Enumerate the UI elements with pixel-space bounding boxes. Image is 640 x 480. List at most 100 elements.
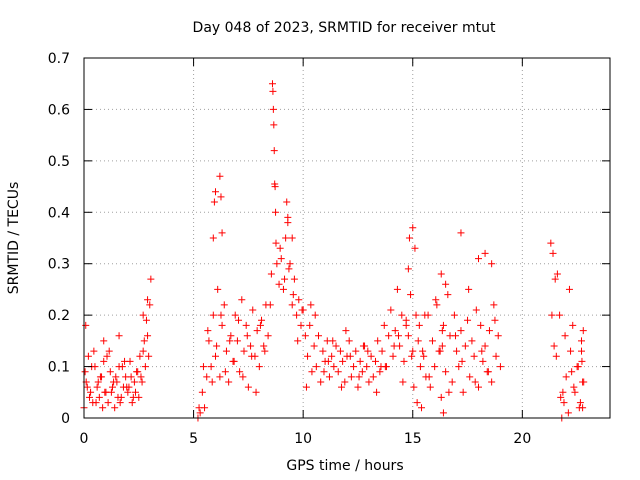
data-point [574, 363, 582, 371]
data-point [346, 352, 354, 360]
data-point [221, 368, 229, 376]
x-axis-label: GPS time / hours [286, 458, 403, 474]
data-point [84, 352, 92, 360]
data-point [363, 363, 371, 371]
x-tick-label: 15 [404, 431, 422, 447]
data-point [385, 332, 393, 340]
data-point [438, 342, 446, 350]
data-point [457, 327, 465, 335]
data-point [428, 337, 436, 345]
data-point [371, 357, 379, 365]
y-axis-label: SRMTID / TECUs [6, 182, 22, 295]
data-point [103, 352, 111, 360]
data-point [484, 368, 492, 376]
data-point [134, 368, 142, 376]
data-point [270, 147, 278, 155]
data-point [568, 368, 576, 376]
data-point [92, 399, 100, 407]
data-point [494, 332, 502, 340]
data-point [101, 388, 109, 396]
data-point [114, 393, 122, 401]
data-point [466, 373, 474, 381]
data-point [437, 393, 445, 401]
data-point [402, 321, 410, 329]
data-point [100, 337, 108, 345]
data-point [199, 363, 207, 371]
data-point [579, 378, 587, 386]
data-point [138, 378, 146, 386]
data-point [369, 373, 377, 381]
data-point [551, 275, 559, 283]
data-point [442, 280, 450, 288]
data-point [260, 342, 268, 350]
data-point [411, 244, 419, 252]
data-point [419, 347, 427, 355]
data-point [418, 404, 426, 412]
data-point [410, 383, 418, 391]
data-point [247, 342, 255, 350]
data-point [488, 378, 496, 386]
data-point [311, 311, 319, 319]
data-point [338, 383, 346, 391]
data-point [147, 275, 155, 283]
data-point [195, 404, 203, 412]
data-point [436, 347, 444, 355]
data-point [576, 399, 584, 407]
data-point [471, 378, 479, 386]
y-tick-label: 0.4 [48, 205, 70, 221]
data-point [95, 393, 103, 401]
data-point [470, 352, 478, 360]
y-tick-label: 0.7 [48, 51, 70, 67]
data-point [140, 337, 148, 345]
data-point [288, 301, 296, 309]
data-point [455, 363, 463, 371]
y-tick-label: 0 [61, 411, 70, 427]
data-point [409, 224, 417, 232]
data-point [336, 347, 344, 355]
data-point [204, 327, 212, 335]
data-point [437, 270, 445, 278]
data-point [145, 352, 153, 360]
data-point [560, 399, 568, 407]
x-tick-label: 5 [189, 431, 198, 447]
data-point [277, 255, 285, 263]
data-point [347, 373, 355, 381]
data-point [129, 393, 137, 401]
data-point [85, 393, 93, 401]
data-point [276, 244, 284, 252]
data-point [96, 373, 104, 381]
data-point [325, 373, 333, 381]
data-point [562, 373, 570, 381]
data-point [106, 368, 114, 376]
data-point [286, 260, 294, 268]
data-point [439, 321, 447, 329]
data-point [304, 352, 312, 360]
data-point [578, 347, 586, 355]
data-point [413, 399, 421, 407]
data-point [264, 332, 272, 340]
data-point [312, 363, 320, 371]
data-point [307, 301, 315, 309]
data-point [222, 347, 230, 355]
data-point [579, 404, 587, 412]
data-point [315, 332, 323, 340]
data-point [356, 357, 364, 365]
grid-lines [84, 58, 610, 418]
data-point [557, 393, 565, 401]
data-point [210, 198, 218, 206]
data-point [288, 234, 296, 242]
data-point [550, 342, 558, 350]
data-point [209, 311, 217, 319]
data-point [432, 296, 440, 304]
data-point [373, 388, 381, 396]
y-tick-label: 0.6 [48, 102, 70, 118]
data-point [218, 229, 226, 237]
data-point [146, 301, 154, 309]
data-point [578, 357, 586, 365]
data-point [225, 378, 233, 386]
data-point [334, 368, 342, 376]
y-tick-label: 0.5 [48, 154, 70, 170]
data-point [306, 321, 314, 329]
data-point [196, 409, 204, 417]
data-point [465, 285, 473, 293]
